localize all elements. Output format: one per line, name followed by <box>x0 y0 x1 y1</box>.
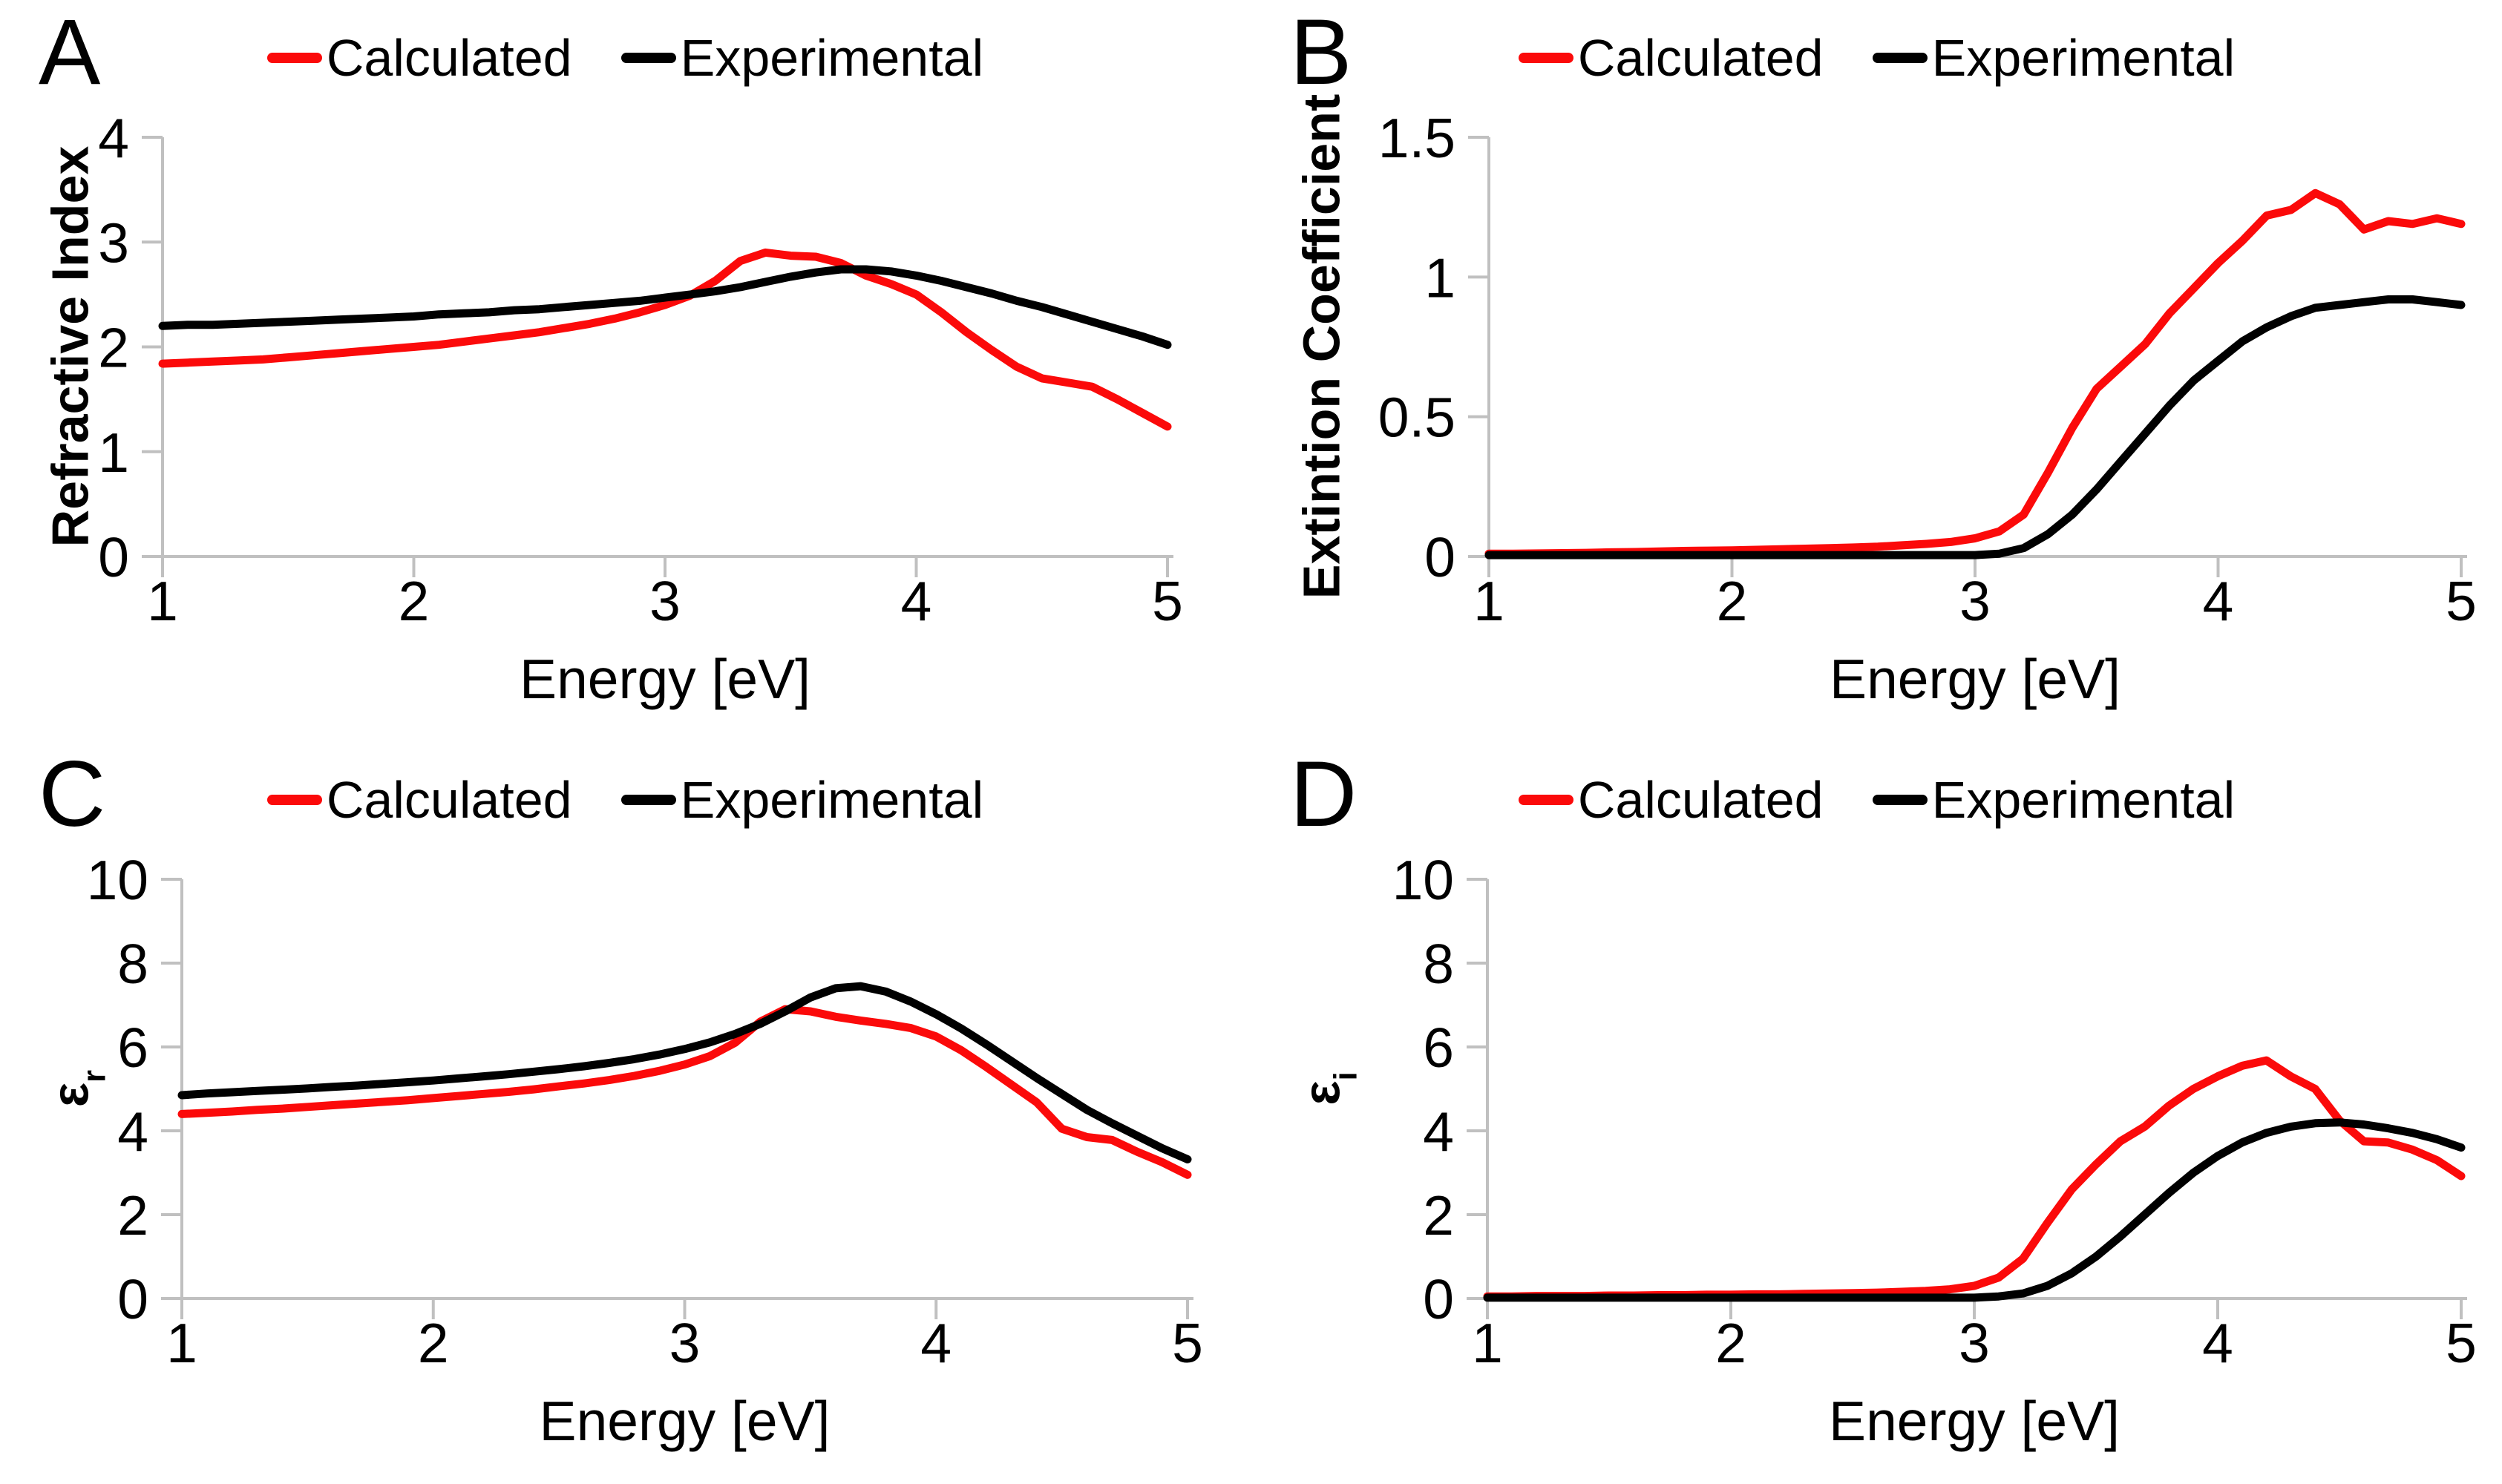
svg-text:8: 8 <box>117 933 148 995</box>
panel-d: D Calculated Experimental εi 0 2 4 6 8 10 1 2 3 4… <box>1251 742 2502 1484</box>
svg-text:2: 2 <box>418 1312 449 1374</box>
panel-b-plot: 0 0.5 1 1.5 1 2 3 4 5 <box>1378 107 2477 632</box>
legend-item-calculated: Calculated <box>1518 771 1824 829</box>
svg-text:10: 10 <box>1392 849 1454 911</box>
svg-text:3: 3 <box>1959 570 1991 632</box>
svg-text:4: 4 <box>117 1100 148 1163</box>
panel-d-legend: Calculated Experimental <box>1251 758 2502 841</box>
legend-label-calculated: Calculated <box>1577 771 1824 829</box>
calculated-line-swatch <box>266 53 322 63</box>
svg-text:0: 0 <box>117 1268 148 1330</box>
panel-c-x-axis-label: Energy [eV] <box>539 1390 831 1452</box>
legend-label-experimental: Experimental <box>680 29 984 87</box>
svg-text:5: 5 <box>2446 570 2477 632</box>
svg-text:3: 3 <box>98 211 129 274</box>
svg-text:8: 8 <box>1423 933 1454 995</box>
panel-c-letter: C <box>39 743 106 846</box>
svg-text:6: 6 <box>1423 1017 1454 1079</box>
experimental-line-swatch <box>1872 53 1928 63</box>
svg-text:4: 4 <box>920 1312 952 1374</box>
svg-text:1.5: 1.5 <box>1378 107 1455 169</box>
svg-text:2: 2 <box>1423 1184 1454 1247</box>
calculated-line-swatch <box>1518 53 1573 63</box>
panel-c-legend: Calculated Experimental <box>0 758 1251 841</box>
svg-text:3: 3 <box>669 1312 701 1374</box>
panel-d-x-axis-label: Energy [eV] <box>1829 1390 2120 1452</box>
svg-text:1: 1 <box>166 1312 197 1374</box>
panel-b-legend: Calculated Experimental <box>1251 16 2502 99</box>
svg-text:4: 4 <box>2203 570 2234 632</box>
legend-label-calculated: Calculated <box>1577 29 1824 87</box>
svg-text:1: 1 <box>1424 246 1455 309</box>
svg-text:1: 1 <box>98 421 129 484</box>
svg-text:5: 5 <box>2446 1312 2477 1374</box>
legend-label-calculated: Calculated <box>326 771 572 829</box>
svg-text:0: 0 <box>98 526 129 588</box>
panel-a-legend: Calculated Experimental <box>0 16 1251 99</box>
svg-text:0: 0 <box>1423 1268 1454 1330</box>
legend-item-experimental: Experimental <box>1872 29 2236 87</box>
legend-item-calculated: Calculated <box>266 29 572 87</box>
panel-a-x-axis-label: Energy [eV] <box>520 648 810 710</box>
svg-text:0: 0 <box>1424 526 1455 588</box>
svg-text:3: 3 <box>1959 1312 1990 1374</box>
panel-b: B Calculated Experimental Extintion Coef… <box>1251 0 2502 742</box>
svg-text:5: 5 <box>1172 1312 1203 1374</box>
svg-text:4: 4 <box>2202 1312 2233 1374</box>
svg-text:2: 2 <box>117 1184 148 1247</box>
panel-c: C Calculated Experimental εr 0 2 4 6 8 10 1 2 3 4… <box>0 742 1251 1484</box>
experimental-line-swatch <box>620 53 676 63</box>
calculated-line-swatch <box>266 795 322 805</box>
svg-text:1: 1 <box>1472 1312 1503 1374</box>
svg-text:4: 4 <box>1423 1100 1454 1163</box>
legend-item-experimental: Experimental <box>1872 771 2236 829</box>
experimental-line-swatch <box>620 795 676 805</box>
legend-item-calculated: Calculated <box>1518 29 1824 87</box>
svg-text:1: 1 <box>1473 570 1504 632</box>
experimental-line-swatch <box>1872 795 1928 805</box>
svg-text:2: 2 <box>1715 1312 1746 1374</box>
panel-b-letter: B <box>1290 1 1352 104</box>
legend-item-experimental: Experimental <box>620 29 984 87</box>
legend-label-experimental: Experimental <box>1931 29 2236 87</box>
svg-text:0.5: 0.5 <box>1378 387 1455 449</box>
svg-text:6: 6 <box>117 1017 148 1079</box>
svg-text:1: 1 <box>147 570 178 632</box>
svg-text:4: 4 <box>901 570 932 632</box>
svg-text:5: 5 <box>1152 570 1183 632</box>
legend-label-experimental: Experimental <box>680 771 984 829</box>
panel-a-letter: A <box>39 1 101 104</box>
legend-item-calculated: Calculated <box>266 771 572 829</box>
legend-label-experimental: Experimental <box>1931 771 2236 829</box>
svg-text:2: 2 <box>399 570 430 632</box>
svg-text:2: 2 <box>1717 570 1748 632</box>
svg-text:4: 4 <box>98 107 129 169</box>
calculated-line-swatch <box>1518 795 1573 805</box>
legend-item-experimental: Experimental <box>620 771 984 829</box>
panel-b-x-axis-label: Energy [eV] <box>1830 648 2121 710</box>
panel-d-letter: D <box>1290 743 1358 846</box>
svg-text:10: 10 <box>87 849 148 911</box>
svg-text:2: 2 <box>98 317 129 379</box>
svg-text:3: 3 <box>649 570 681 632</box>
panel-a: A Calculated Experimental Refractive Ind… <box>0 0 1251 742</box>
legend-label-calculated: Calculated <box>326 29 572 87</box>
